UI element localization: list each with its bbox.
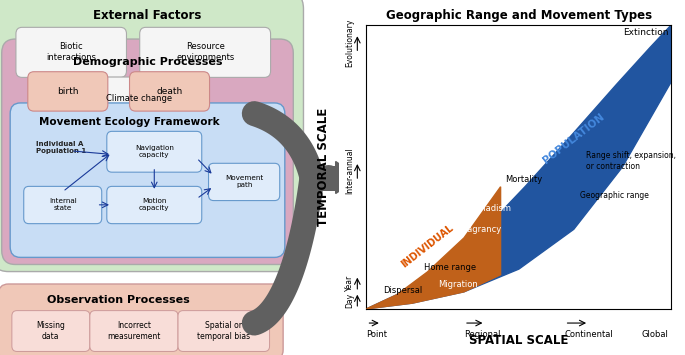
Text: TEMPORAL SCALE: TEMPORAL SCALE — [317, 108, 330, 226]
Text: Inter-annual: Inter-annual — [345, 148, 354, 195]
FancyBboxPatch shape — [0, 0, 303, 272]
Text: Vagrancy: Vagrancy — [462, 225, 502, 234]
Title: Geographic Range and Movement Types: Geographic Range and Movement Types — [386, 9, 652, 22]
Text: Observation Processes: Observation Processes — [47, 295, 190, 305]
FancyBboxPatch shape — [1, 39, 293, 264]
Text: death: death — [156, 87, 183, 96]
Text: Motion
capacity: Motion capacity — [139, 198, 169, 211]
Text: Dispersal: Dispersal — [383, 286, 423, 295]
FancyBboxPatch shape — [0, 284, 283, 355]
Text: Regional: Regional — [464, 330, 501, 339]
Text: Evolutionary: Evolutionary — [345, 19, 354, 67]
FancyBboxPatch shape — [10, 103, 285, 257]
Text: Missing
data: Missing data — [36, 321, 65, 341]
Text: Demographic Processes: Demographic Processes — [73, 57, 222, 67]
Text: Point: Point — [366, 330, 388, 339]
Text: Geographic range: Geographic range — [580, 191, 649, 200]
FancyBboxPatch shape — [107, 186, 202, 224]
Text: Spatial or
temporal bias: Spatial or temporal bias — [197, 321, 250, 341]
FancyBboxPatch shape — [178, 311, 270, 351]
Text: External Factors: External Factors — [93, 10, 201, 22]
Polygon shape — [336, 162, 360, 193]
Text: Climate change: Climate change — [106, 94, 172, 103]
FancyBboxPatch shape — [90, 311, 178, 351]
FancyBboxPatch shape — [12, 311, 90, 351]
FancyBboxPatch shape — [28, 72, 108, 111]
Text: Individual A
Population 1: Individual A Population 1 — [36, 141, 86, 154]
FancyBboxPatch shape — [107, 131, 202, 172]
Text: POPULATION: POPULATION — [541, 111, 606, 165]
Text: Range shift, expansion,
or contraction: Range shift, expansion, or contraction — [586, 152, 676, 171]
Text: Internal
state: Internal state — [49, 198, 77, 211]
Text: Resource
environments: Resource environments — [176, 43, 234, 62]
Text: Navigation
capacity: Navigation capacity — [135, 145, 174, 158]
Text: SPATIAL SCALE: SPATIAL SCALE — [469, 334, 569, 346]
FancyBboxPatch shape — [140, 27, 271, 77]
Text: Year: Year — [345, 275, 354, 291]
Text: INDIVIDUAL: INDIVIDUAL — [399, 223, 456, 270]
FancyBboxPatch shape — [79, 77, 199, 120]
Text: Movement
path: Movement path — [225, 175, 263, 189]
Text: Nomadism: Nomadism — [466, 203, 511, 213]
Text: Mortality: Mortality — [505, 175, 543, 184]
Polygon shape — [366, 187, 501, 309]
Text: Home range: Home range — [425, 263, 477, 272]
FancyBboxPatch shape — [129, 72, 210, 111]
FancyBboxPatch shape — [16, 27, 127, 77]
Polygon shape — [366, 25, 671, 309]
Text: Migration: Migration — [438, 280, 478, 289]
FancyBboxPatch shape — [208, 163, 279, 201]
Text: birth: birth — [57, 87, 79, 96]
Text: Extinction: Extinction — [623, 28, 669, 37]
Text: Global: Global — [641, 330, 669, 339]
Text: Day: Day — [345, 293, 354, 308]
Text: Incorrect
measurement: Incorrect measurement — [108, 321, 160, 341]
Text: Movement Ecology Framework: Movement Ecology Framework — [38, 118, 219, 127]
FancyBboxPatch shape — [24, 186, 101, 224]
Text: Biotic
interactions: Biotic interactions — [46, 43, 96, 62]
Text: Continental: Continental — [564, 330, 613, 339]
